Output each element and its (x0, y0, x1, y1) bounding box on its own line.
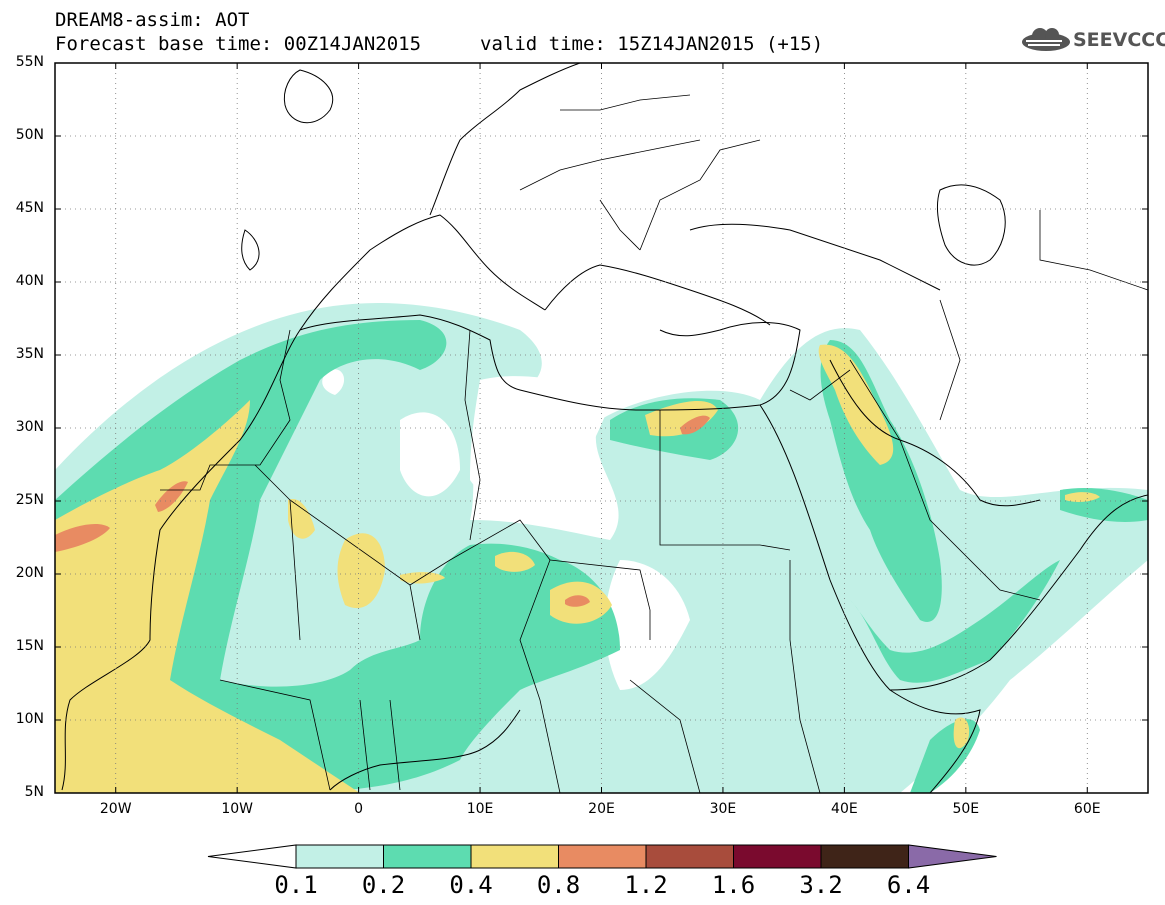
lon-label: 30E (709, 801, 737, 817)
colorbar-box (295, 844, 384, 869)
logo-text: SEEVCCC (1073, 29, 1165, 51)
colorbar-box (470, 844, 559, 869)
lon-label: 40E (831, 801, 858, 817)
graticule (55, 63, 1148, 793)
colorbar-level-label: 3.2 (799, 871, 843, 899)
lat-label: 55N (15, 54, 44, 70)
lat-label: 15N (15, 638, 44, 654)
colorbar-box (645, 844, 734, 869)
lon-label: 0 (354, 801, 364, 817)
lat-label: 30N (15, 419, 44, 435)
aot-level-0.8 (55, 415, 710, 607)
colorbar-overflow (908, 844, 997, 869)
colorbar-level-label: 1.2 (624, 871, 668, 899)
colorbar-level-label: 0.1 (274, 871, 318, 899)
valid-time: valid time: 15Z14JAN2015 (+15) (480, 33, 824, 55)
lon-label: 60E (1073, 801, 1101, 817)
lon-label: 20W (99, 801, 132, 817)
lat-label: 5N (24, 784, 44, 800)
cloud-logo-icon (1022, 28, 1070, 51)
lat-label: 10N (15, 711, 44, 727)
lon-label: 10E (466, 801, 494, 817)
colorbar-level-label: 0.4 (449, 871, 493, 899)
lat-label: 35N (15, 346, 44, 362)
lat-label: 20N (15, 565, 44, 581)
forecast-base-time: Forecast base time: 00Z14JAN2015 (55, 33, 422, 55)
colorbar-level-label: 0.8 (536, 871, 581, 899)
colorbar-level-label: 0.2 (361, 871, 406, 899)
lat-label: 50N (15, 127, 44, 143)
coastlines (61, 63, 1148, 793)
colorbar-underflow (207, 844, 297, 869)
lat-label: 45N (15, 200, 44, 216)
colorbar-level-label: 1.6 (711, 871, 756, 899)
aot-low-areas (322, 369, 690, 690)
colorbar-box (383, 844, 472, 869)
lat-label: 25N (15, 492, 44, 508)
lon-label: 10W (221, 801, 253, 817)
colorbar-box (558, 844, 647, 869)
colorbar-level-label: 6.4 (886, 871, 931, 899)
colorbar-box (733, 844, 822, 869)
tick-marks (55, 62, 1148, 794)
lon-label: 20E (588, 801, 615, 817)
political-borders (160, 94, 1148, 793)
model-title: DREAM8-assim: AOT (55, 9, 250, 31)
lat-label: 40N (15, 273, 44, 289)
colorbar-box (820, 844, 909, 869)
lon-label: 50E (952, 801, 980, 817)
